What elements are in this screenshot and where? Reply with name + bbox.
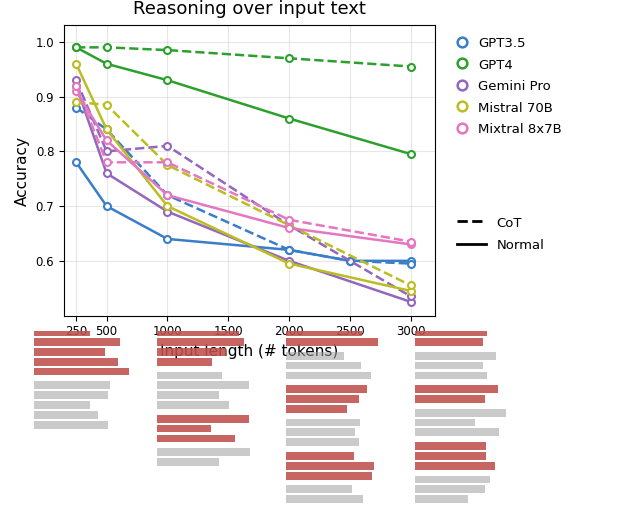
Bar [157,328,239,336]
Bar [286,418,360,427]
Bar [286,486,352,493]
Bar [157,372,222,379]
Bar [35,348,106,356]
Bar [415,486,485,493]
Bar [157,358,212,365]
Bar [415,452,486,460]
Bar [35,367,129,376]
Bar [286,438,359,446]
Bar [286,372,371,379]
Bar [35,338,120,346]
Bar [35,421,108,429]
Bar [157,401,229,409]
Bar [157,348,226,356]
X-axis label: Input length (# tokens): Input length (# tokens) [161,344,339,359]
Bar [286,328,362,336]
Bar [286,462,374,470]
Bar [157,458,220,466]
Bar [286,385,367,393]
Bar [35,411,98,419]
Bar [415,372,487,379]
Bar [415,352,496,359]
Bar [415,429,499,436]
Bar [286,472,372,479]
Bar [157,415,250,422]
Bar [415,475,490,484]
Bar [415,409,506,416]
Bar [157,338,244,346]
Bar [157,391,219,399]
Legend: CoT, Normal: CoT, Normal [453,212,548,256]
Bar [286,505,351,509]
Bar [286,429,355,436]
Bar [415,442,486,450]
Bar [286,452,355,460]
Bar [415,362,483,370]
Bar [286,352,344,359]
Bar [415,418,476,427]
Bar [286,395,358,403]
Y-axis label: Accuracy: Accuracy [15,135,30,206]
Bar [415,462,495,470]
Title: Reasoning over input text: Reasoning over input text [133,1,366,18]
Bar [35,401,90,409]
Bar [415,328,487,336]
Bar [157,435,236,442]
Bar [157,381,248,389]
Bar [35,328,90,336]
Bar [35,381,109,389]
Bar [415,385,499,393]
Bar [157,425,211,433]
Bar [415,395,485,403]
Bar [415,338,483,346]
Bar [286,495,363,503]
Bar [286,405,348,413]
Bar [286,362,361,370]
Bar [35,391,108,399]
Bar [157,448,250,456]
Bar [415,495,468,503]
Bar [286,338,378,346]
Bar [35,358,118,365]
